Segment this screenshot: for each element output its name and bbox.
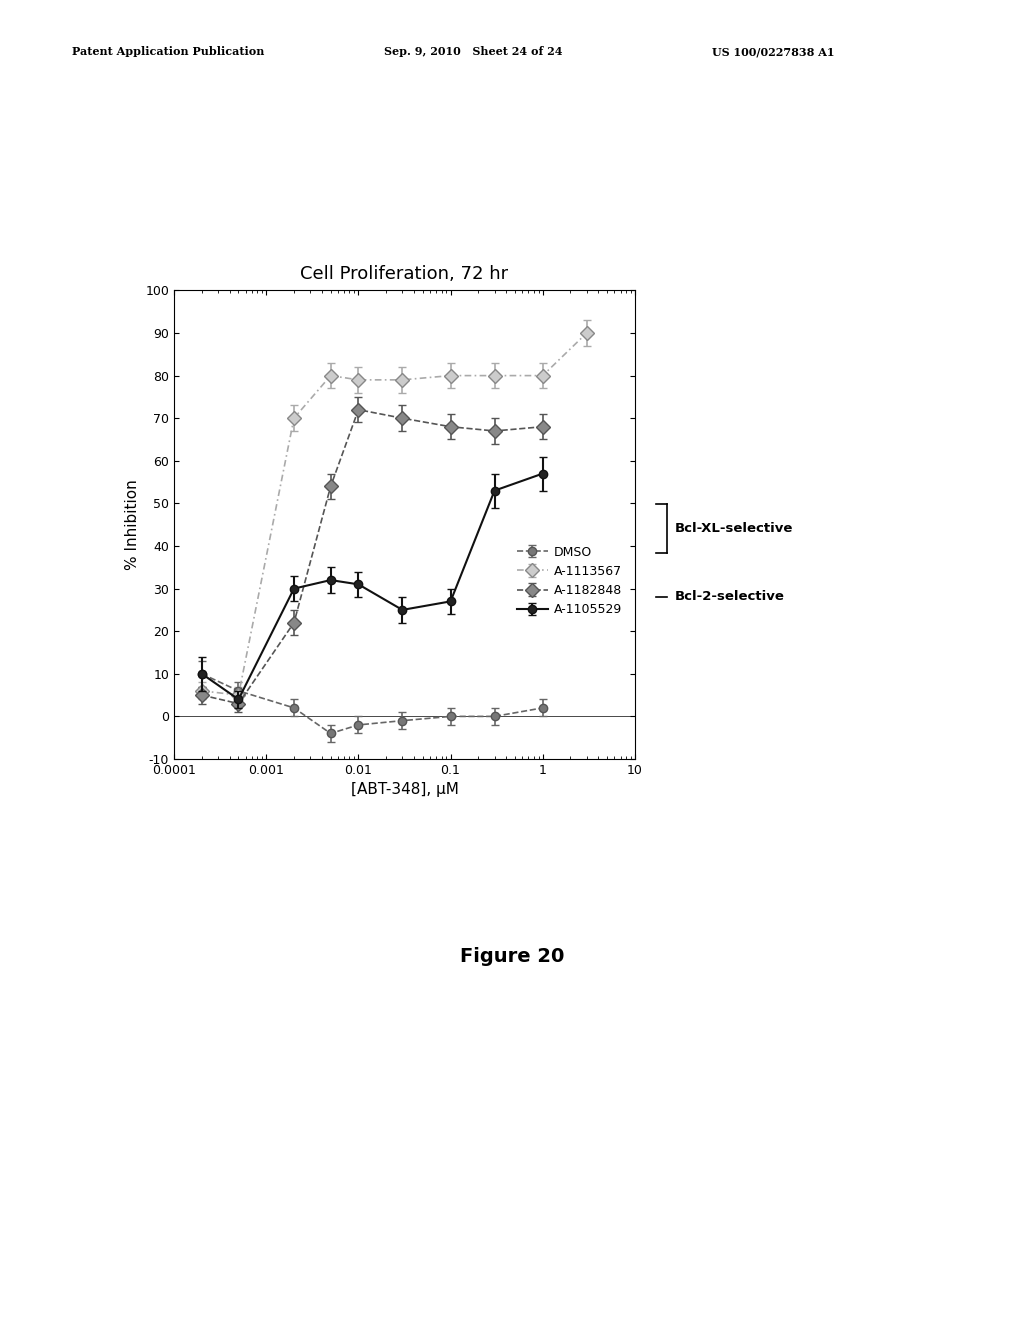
Text: Bcl-XL-selective: Bcl-XL-selective [675, 523, 794, 535]
Text: US 100/0227838 A1: US 100/0227838 A1 [712, 46, 835, 57]
Legend: DMSO, A-1113567, A-1182848, A-1105529: DMSO, A-1113567, A-1182848, A-1105529 [510, 540, 629, 623]
Text: Figure 20: Figure 20 [460, 948, 564, 966]
Text: Sep. 9, 2010   Sheet 24 of 24: Sep. 9, 2010 Sheet 24 of 24 [384, 46, 562, 57]
Title: Cell Proliferation, 72 hr: Cell Proliferation, 72 hr [300, 265, 509, 284]
X-axis label: [ABT-348], μM: [ABT-348], μM [350, 783, 459, 797]
Text: Patent Application Publication: Patent Application Publication [72, 46, 264, 57]
Text: Bcl-2-selective: Bcl-2-selective [675, 590, 784, 603]
Y-axis label: % Inhibition: % Inhibition [125, 479, 140, 570]
